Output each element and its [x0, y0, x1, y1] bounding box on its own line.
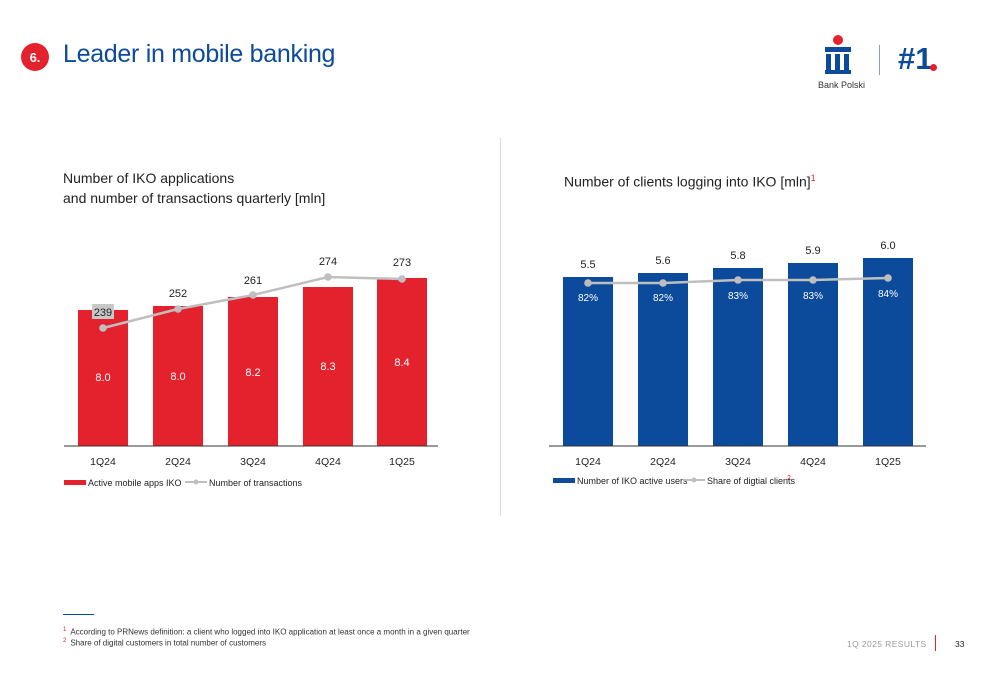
chart-1-line-label-1Q25: 273 — [393, 257, 411, 269]
chart-1-legend-line-label: Number of transactions — [209, 478, 303, 488]
chart-2-legend-bar-label: Number of IKO active users — [577, 476, 688, 486]
chart-2-bar-label-1Q24: 5.5 — [580, 259, 595, 271]
chart-2-legend-line-label: Share of digtial clients — [707, 476, 796, 486]
chart-1-bar-2Q24 — [153, 306, 203, 446]
chart-2-bar-label-3Q24: 5.8 — [730, 250, 745, 262]
bank-name: Bank Polski — [818, 80, 866, 90]
chart-2-bar-2Q24 — [638, 273, 688, 446]
chart-1-bar-label-1Q25: 8.4 — [394, 357, 409, 369]
pko-logo-icon — [825, 35, 851, 74]
results-label: 1Q 2025 RESULTS — [847, 639, 927, 649]
chart-1-x-tick-4Q24: 4Q24 — [315, 456, 341, 468]
page-number: 33 — [955, 639, 965, 649]
chart-2-x-tick-1Q25: 1Q25 — [875, 456, 901, 468]
chart-1-bar-label-3Q24: 8.2 — [245, 367, 260, 379]
chart-1-x-tick-1Q25: 1Q25 — [389, 456, 415, 468]
chart-1-legend-bar-swatch — [64, 480, 86, 485]
chart-2-line-label-1Q24: 82% — [578, 293, 598, 304]
rank-label: #1 — [898, 41, 933, 76]
chart-2-bar-4Q24 — [788, 263, 838, 446]
chart-1-line-label-2Q24: 252 — [169, 288, 187, 300]
chart-2-bar-label-4Q24: 5.9 — [805, 245, 820, 257]
chart-2-line-point-2Q24 — [659, 279, 667, 287]
chart-1-line-point-3Q24 — [249, 291, 257, 299]
chart-2-line-label-3Q24: 83% — [728, 291, 748, 302]
chart-1-bar-1Q24 — [78, 310, 128, 446]
chart-divider — [500, 138, 501, 516]
rank-dot — [930, 64, 937, 71]
chart-1-bar-label-2Q24: 8.0 — [170, 371, 185, 383]
chart-1-x-tick-2Q24: 2Q24 — [165, 456, 191, 468]
chart-1-legend-bar-label: Active mobile apps IKO — [88, 478, 182, 488]
chart-2-title: Number of clients logging into IKO [mln]… — [564, 168, 816, 192]
chart-1-line-point-2Q24 — [174, 305, 182, 313]
chart-2-bar-1Q24 — [563, 277, 613, 446]
chart-1-line-label-3Q24: 261 — [244, 275, 262, 287]
chart-1-line-point-1Q25 — [398, 275, 406, 283]
footnote-1-mark: 1 — [63, 627, 67, 633]
chart-2-legend-bar-swatch — [553, 478, 575, 483]
chart-2-title-footnote: 1 — [810, 173, 816, 183]
chart-2-line-label-1Q25: 84% — [878, 289, 898, 300]
chart-2-x-tick-4Q24: 4Q24 — [800, 456, 826, 468]
chart-2-bar-1Q25 — [863, 258, 913, 446]
chart-1-legend-line-marker — [193, 479, 199, 485]
chart-2-title-text: Number of clients logging into IKO [mln] — [564, 173, 811, 190]
chart-2-x-tick-2Q24: 2Q24 — [650, 456, 676, 468]
chart-1-bar-3Q24 — [228, 297, 278, 446]
chart-1-bar-label-1Q24: 8.0 — [95, 372, 110, 384]
chart-2-line-label-4Q24: 83% — [803, 291, 823, 302]
footnote-2-mark: 2 — [63, 638, 67, 644]
chart-2-legend-line-marker — [691, 477, 697, 483]
footer-divider — [935, 635, 936, 651]
footnote-2-text: Share of digital customers in total numb… — [70, 638, 266, 648]
chart-1-line-point-1Q24 — [99, 324, 107, 332]
chart-1-title: Number of IKO applications and number of… — [63, 168, 325, 208]
chart-1-line-point-4Q24 — [324, 273, 332, 281]
chart-1-title-line-2: and number of transactions quarterly [ml… — [63, 190, 326, 206]
chart-2-legend-line-footnote: 2 — [787, 475, 791, 482]
chart-2-x-tick-3Q24: 3Q24 — [725, 456, 751, 468]
chart-1-line-label-4Q24: 274 — [319, 256, 337, 268]
chart-2-line-point-1Q24 — [584, 279, 592, 287]
chart-2-x-tick-1Q24: 1Q24 — [575, 456, 601, 468]
footnote-1-text: According to PRNews definition: a client… — [70, 627, 470, 637]
chart-1-x-tick-3Q24: 3Q24 — [240, 456, 266, 468]
footnote-1: 1 According to PRNews definition: a clien… — [63, 627, 470, 637]
section-number-badge: 6. — [21, 43, 49, 71]
chart-1-bar-4Q24 — [303, 287, 353, 446]
chart-2-bar-label-2Q24: 5.6 — [655, 255, 670, 267]
chart-1-x-tick-1Q24: 1Q24 — [90, 456, 116, 468]
chart-2-line-label-2Q24: 82% — [653, 293, 673, 304]
chart-2-line-point-1Q25 — [884, 274, 892, 282]
chart-1-line-label-1Q24: 239 — [94, 307, 112, 319]
page-title: Leader in mobile banking — [63, 40, 336, 68]
logo-divider — [879, 45, 880, 75]
chart-2-bar-3Q24 — [713, 268, 763, 446]
chart-1-line-label-box — [92, 304, 114, 319]
chart-2-line-point-3Q24 — [734, 276, 742, 284]
chart-2-bar-label-1Q25: 6.0 — [880, 240, 895, 252]
chart-1-bar-label-4Q24: 8.3 — [320, 361, 335, 373]
pko-logo: Bank Polski #1 — [812, 33, 952, 98]
footnote-2: 2 Share of digital customers in total num… — [63, 638, 266, 648]
chart-1-bar-1Q25 — [377, 278, 427, 446]
chart-1-title-line-1: Number of IKO applications — [63, 170, 235, 186]
footnote-divider — [63, 614, 94, 615]
chart-2-line-point-4Q24 — [809, 276, 817, 284]
